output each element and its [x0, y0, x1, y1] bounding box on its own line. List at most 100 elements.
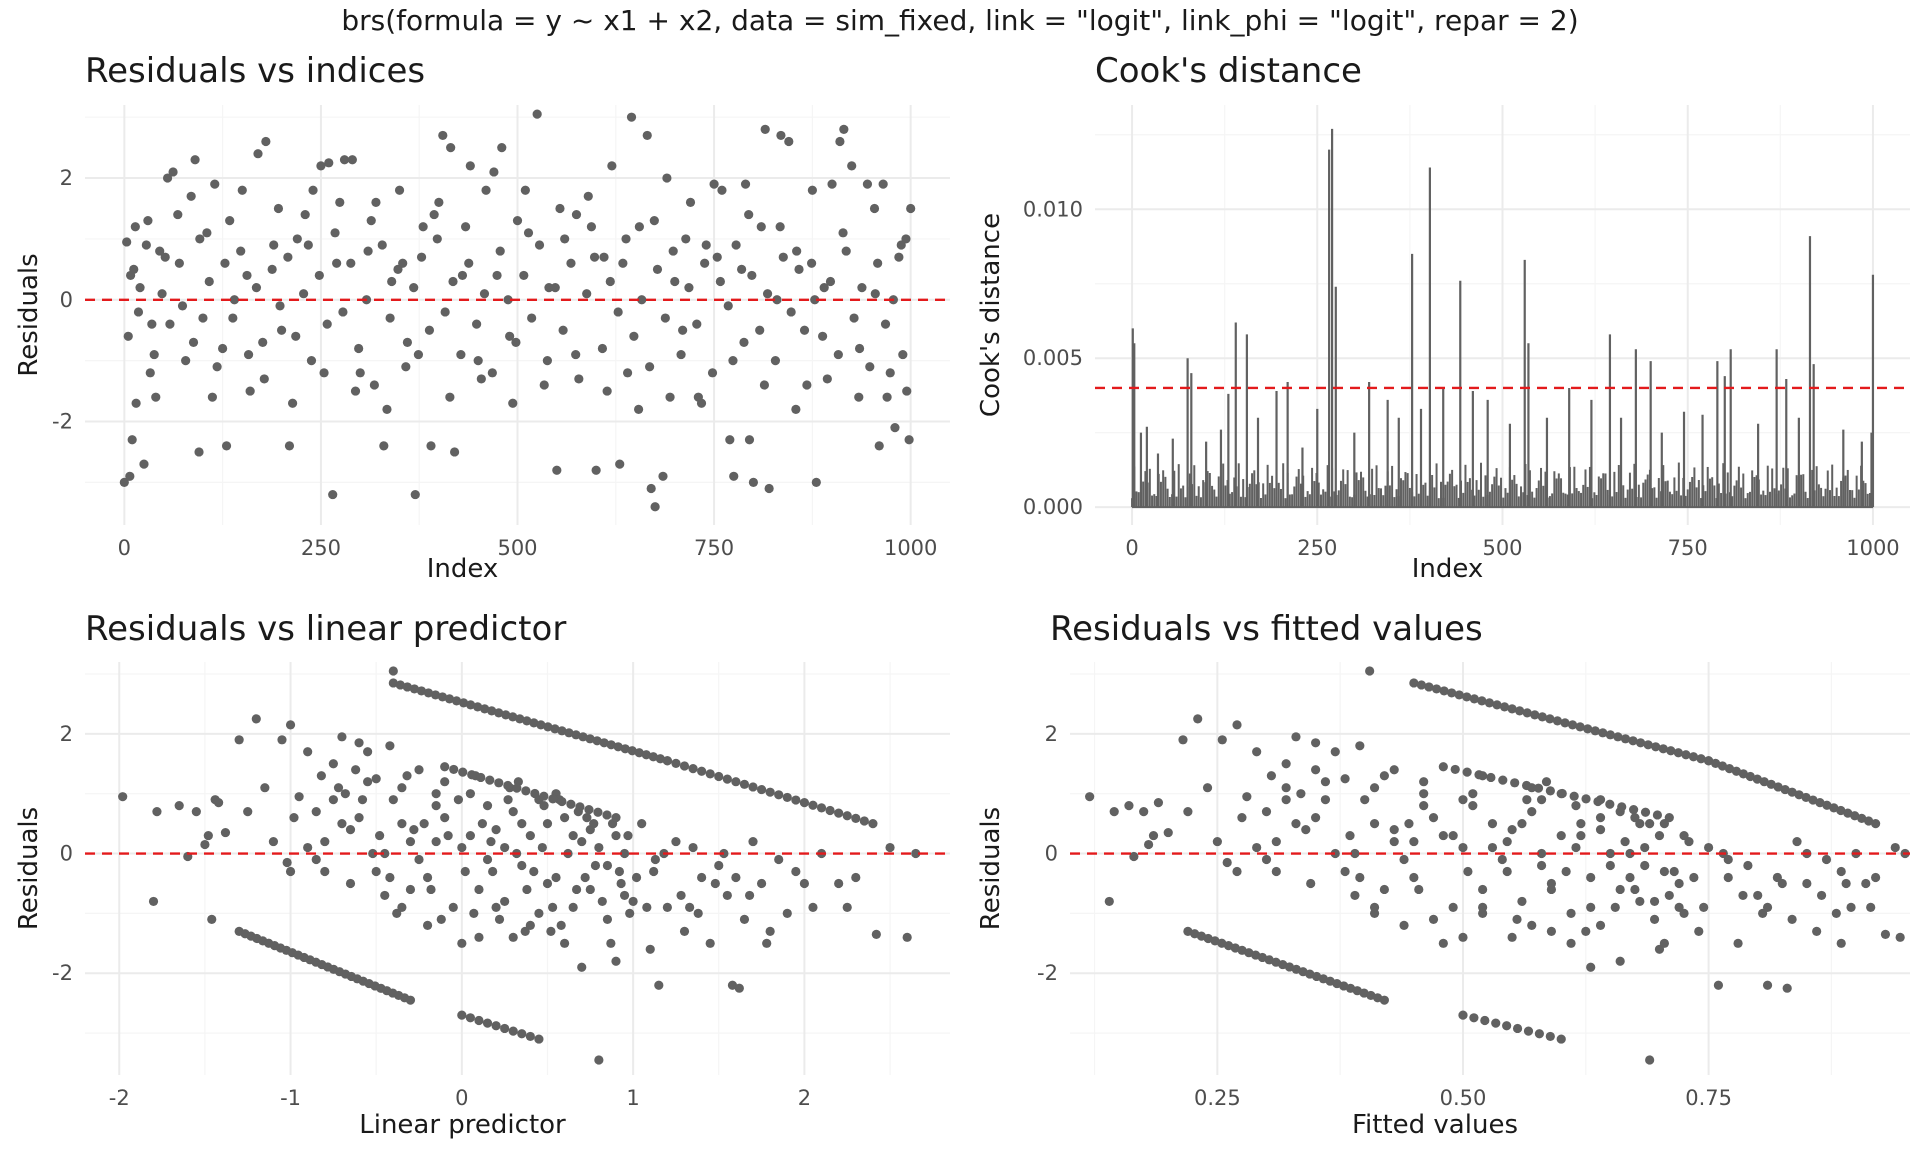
residual-point: [859, 816, 869, 826]
residual-point: [737, 264, 747, 274]
residual-point: [430, 690, 441, 700]
residual-point: [1311, 738, 1321, 748]
residual-point: [363, 777, 373, 787]
residual-point: [476, 772, 486, 783]
residual-point: [392, 908, 402, 918]
residual-point: [744, 209, 754, 220]
residual-point: [1311, 813, 1321, 823]
residual-point: [794, 264, 804, 274]
residual-point: [580, 872, 590, 883]
y-tick-label: 0: [60, 842, 73, 866]
residual-point: [299, 289, 309, 299]
residual-point: [308, 185, 318, 195]
residual-point: [621, 234, 631, 244]
residual-point: [503, 795, 513, 805]
residual-point: [1438, 762, 1448, 772]
residual-point: [453, 795, 464, 805]
residual-point: [650, 502, 660, 512]
residual-point: [613, 742, 623, 752]
residual-point: [303, 842, 313, 853]
residual-point: [1753, 890, 1763, 901]
residual-point: [1350, 890, 1360, 901]
residual-point: [851, 813, 861, 823]
residual-point: [1431, 684, 1442, 694]
residual-point: [1242, 792, 1252, 802]
residual-point: [615, 459, 625, 469]
residual-point: [458, 767, 468, 777]
residual-point: [1104, 896, 1114, 907]
residual-point: [152, 807, 162, 817]
residual-point: [242, 270, 252, 281]
residual-point: [574, 374, 584, 384]
residual-point: [520, 185, 530, 195]
residual-point: [260, 783, 270, 793]
residual-point: [1365, 666, 1375, 676]
residual-point: [419, 819, 429, 829]
residual-point: [539, 791, 549, 801]
residual-point: [1645, 1055, 1655, 1065]
residual-point: [259, 374, 269, 384]
x-tick-label: 500: [497, 536, 537, 560]
residual-point: [363, 747, 373, 757]
residual-point: [149, 349, 159, 360]
residual-point: [634, 404, 644, 414]
residual-point: [1469, 694, 1479, 704]
residual-point: [1605, 848, 1615, 859]
residual-point: [1666, 746, 1676, 756]
residual-point: [1802, 878, 1812, 889]
residual-point: [1379, 995, 1389, 1005]
residual-point: [575, 802, 585, 812]
residual-point: [122, 237, 132, 247]
residual-point: [1664, 890, 1674, 901]
residual-point: [1517, 819, 1527, 829]
residual-point: [1545, 714, 1555, 724]
residual-point: [705, 769, 715, 779]
residual-point: [543, 722, 553, 732]
residual-point: [434, 197, 444, 207]
residual-point: [1689, 872, 1699, 883]
residual-point: [792, 246, 802, 256]
residual-point: [1581, 926, 1591, 936]
residual-point: [577, 836, 587, 847]
residual-point: [303, 240, 313, 250]
residual-point: [402, 337, 413, 347]
residual-point: [678, 325, 688, 335]
residual-point: [379, 441, 389, 451]
residual-point: [485, 775, 495, 785]
residual-point: [799, 798, 810, 808]
residual-point: [316, 161, 326, 171]
residual-point: [1340, 774, 1350, 784]
residual-point: [1871, 872, 1881, 883]
residual-point: [568, 902, 578, 913]
residual-point: [1502, 866, 1512, 877]
residual-point: [539, 801, 549, 811]
residual-point: [157, 289, 167, 299]
residual-point: [500, 1023, 510, 1034]
residual-point: [582, 289, 592, 299]
panel-title: Residuals vs fitted values: [1050, 609, 1483, 649]
x-tick-label: 0.75: [1685, 1086, 1732, 1110]
panel-title: Cook's distance: [1095, 51, 1362, 91]
residual-point: [1651, 742, 1661, 752]
residual-point: [537, 842, 547, 853]
residual-point: [1546, 926, 1557, 936]
residual-point: [527, 313, 537, 323]
residual-point: [1595, 824, 1606, 835]
residual-point: [337, 819, 347, 829]
residual-point: [1379, 771, 1389, 781]
residual-point: [583, 191, 593, 201]
y-tick-label: 0.010: [1023, 197, 1083, 221]
residual-point: [324, 158, 334, 168]
residual-point: [560, 938, 570, 948]
residual-point: [1458, 932, 1468, 942]
residual-point: [1545, 786, 1555, 796]
residual-point: [1109, 807, 1119, 817]
residual-point: [311, 854, 321, 865]
residual-point: [634, 748, 644, 758]
residual-point: [273, 203, 284, 214]
residual-point: [1389, 836, 1399, 847]
residual-point: [1787, 914, 1797, 924]
residual-point: [479, 289, 490, 299]
residual-point: [599, 738, 609, 748]
residual-point: [525, 1031, 535, 1042]
